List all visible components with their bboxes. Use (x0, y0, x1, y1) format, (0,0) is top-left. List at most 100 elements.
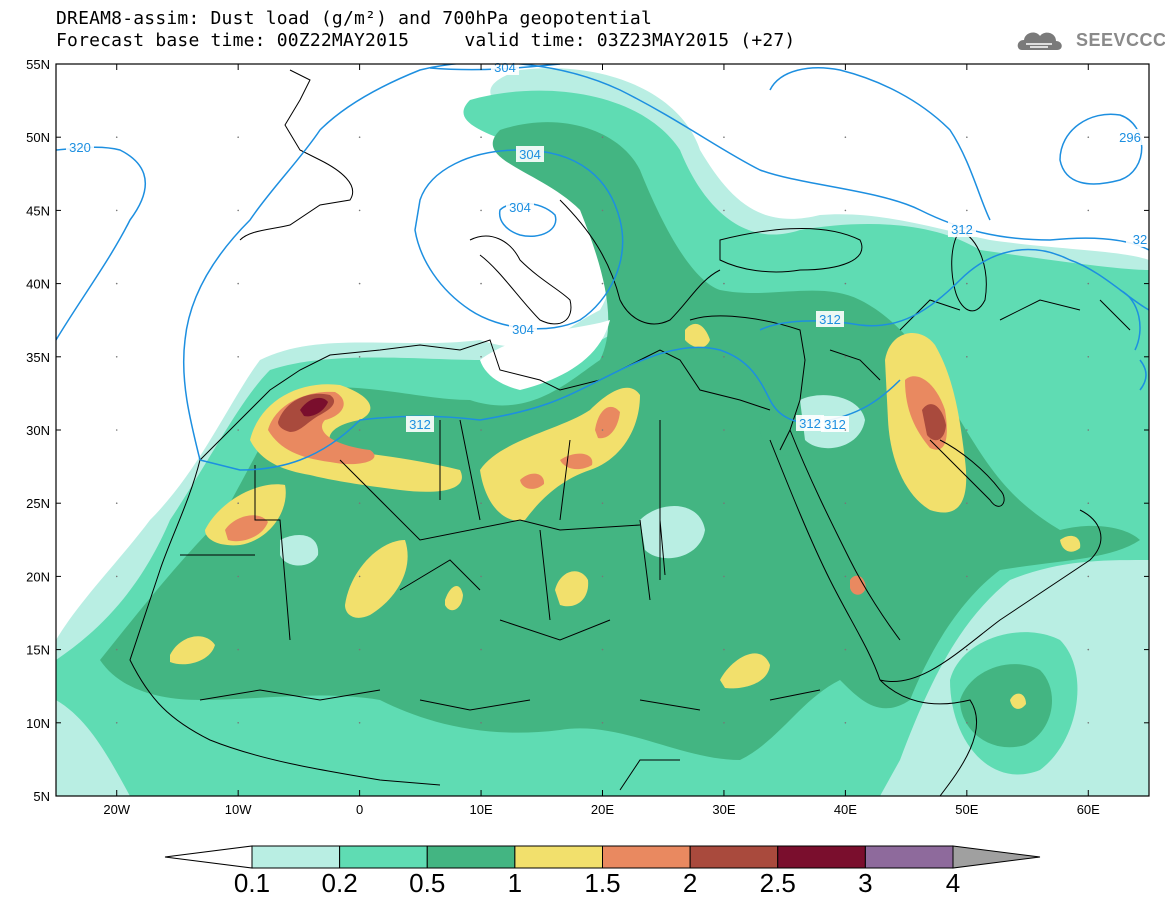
grid-dot (723, 209, 725, 212)
colorbar-label: 1.5 (584, 868, 620, 898)
grid-dot (480, 282, 482, 285)
chart-title: DREAM8-assim: Dust load (g/m²) and 700hP… (56, 8, 652, 29)
colorbar: 0.1 0.2 0.5 1 1.5 2 2.5 3 4 (164, 845, 1041, 898)
colorbar-label: 0.2 (322, 868, 358, 898)
contour-label-bg (66, 139, 94, 155)
grid-dot (115, 429, 118, 431)
grid-dot (844, 502, 847, 505)
grid-dot (115, 136, 118, 138)
grid-dot (237, 282, 239, 285)
lon-label: 0 (356, 802, 363, 817)
contour-label-bg (509, 321, 537, 337)
colorbar-label: 1 (508, 868, 522, 898)
lon-label: 10W (225, 802, 252, 817)
grid-dot (358, 575, 361, 578)
grid-dot (966, 502, 968, 505)
grid-dot (1087, 136, 1090, 138)
dust-level-1.5 (225, 515, 268, 542)
contour-label-bg (1126, 231, 1154, 247)
colorbar-label: 2.5 (760, 868, 796, 898)
colorbar-box (514, 845, 603, 869)
grid-dot (358, 502, 361, 505)
contour-label: 32 (1133, 232, 1147, 247)
grid-dot (237, 136, 239, 138)
colorbar-box (426, 845, 516, 869)
contour-label: 312 (819, 312, 841, 327)
contour-label-bg (406, 416, 434, 432)
grid-dot (966, 356, 968, 358)
grid-dot (601, 356, 604, 358)
grid-dot (844, 136, 847, 138)
contour-label-bg (948, 221, 976, 237)
dust-hole-0.1 (640, 506, 705, 559)
contour-296 (1059, 113, 1143, 185)
coastlines (129, 69, 1131, 796)
dust-level-1 (685, 323, 710, 348)
grid-dot (237, 648, 239, 651)
grid-dot (601, 429, 604, 431)
grid-dot (480, 722, 482, 724)
grid-dot (723, 502, 725, 505)
dust-hole-white (480, 320, 610, 390)
grid-dot (1087, 209, 1090, 212)
lat-label: 35N (26, 350, 50, 365)
lon-label: 50E (955, 802, 978, 817)
lat-label: 25N (26, 496, 50, 511)
grid-dot (480, 575, 482, 578)
lat-label: 45N (26, 203, 50, 218)
grid-dot (844, 356, 847, 358)
grid-dot (480, 136, 482, 138)
dust-level-1 (445, 585, 463, 611)
grid-dot (237, 575, 239, 578)
contour-label-bg (1116, 129, 1144, 145)
dust-level-1.5 (595, 406, 620, 439)
contour-label: 312 (409, 417, 431, 432)
grid-dot (1087, 575, 1090, 578)
grid-dot (601, 722, 604, 724)
contour-312c (769, 67, 991, 221)
longitude-axis: 20W 10W 0 10E 20E 30E 40E 50E 60E (103, 64, 1100, 817)
grid-dot (237, 209, 239, 212)
logo-text: SEEVCCC (1076, 30, 1165, 50)
lat-label: 55N (26, 57, 50, 72)
dust-hole-0.1 (280, 535, 319, 566)
dust-level-1.5 (520, 473, 545, 489)
grid-dot (480, 502, 482, 505)
contour-label: 304 (494, 60, 516, 75)
dust-level-1 (1010, 693, 1026, 709)
contour-label: 320 (69, 140, 91, 155)
grid-dot (480, 648, 482, 651)
grid-dot (1087, 282, 1090, 285)
lat-label: 5N (33, 789, 50, 804)
colorbar-over-triangle (952, 845, 1041, 869)
lat-label: 40N (26, 277, 50, 292)
grid-dot (966, 575, 968, 578)
grid-dot (1087, 356, 1090, 358)
latitude-axis: 55N 50N 45N 40N 35N 30N 25N 20N 15N 10N 5N (26, 57, 1149, 804)
dust-level-2.5 (300, 397, 328, 417)
dust-level-2 (922, 404, 946, 441)
contour-label: 312 (824, 417, 846, 432)
grid-dot (723, 282, 725, 285)
grid-dot (115, 722, 118, 724)
grid-dot (966, 429, 968, 431)
dust-level-1 (345, 540, 408, 618)
contour-320 (56, 146, 147, 341)
grid-dot (844, 429, 847, 431)
grid-dot (480, 356, 482, 358)
contour-label-bg (796, 415, 824, 431)
grid-dot (723, 575, 725, 578)
contour-label: 304 (509, 200, 531, 215)
grid-dot (601, 136, 604, 138)
colorbar-under-triangle (164, 845, 253, 869)
grid-dot (237, 722, 239, 724)
contour-label: 304 (512, 322, 534, 337)
grid-dot (1087, 648, 1090, 651)
grid-dot (1087, 429, 1090, 431)
grid-dot (358, 356, 361, 358)
grid-dot (237, 356, 239, 358)
lat-label: 15N (26, 643, 50, 658)
grid-dot (966, 136, 968, 138)
colorbar-label: 4 (946, 868, 960, 898)
